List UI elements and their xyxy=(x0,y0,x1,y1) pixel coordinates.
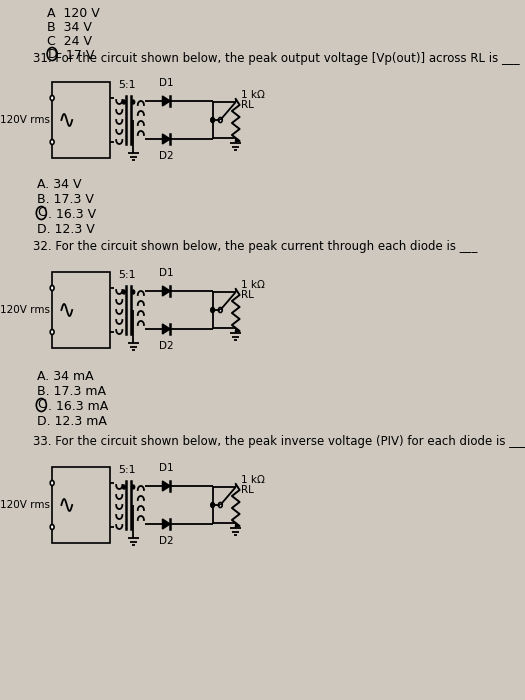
Circle shape xyxy=(122,290,125,294)
Circle shape xyxy=(211,118,215,122)
Text: RL: RL xyxy=(241,290,254,300)
Text: . 16.3 V: . 16.3 V xyxy=(47,208,96,221)
Circle shape xyxy=(50,330,54,335)
Text: 17 V: 17 V xyxy=(58,49,94,62)
Text: 32. For the circuit shown below, the peak current through each diode is ___: 32. For the circuit shown below, the pea… xyxy=(33,240,477,253)
Text: 1 kΩ: 1 kΩ xyxy=(241,90,265,100)
Circle shape xyxy=(50,286,54,290)
Text: C: C xyxy=(37,398,46,412)
Text: D. 12.3 V: D. 12.3 V xyxy=(37,223,94,236)
Circle shape xyxy=(122,485,125,489)
Text: A  120 V: A 120 V xyxy=(47,7,99,20)
Circle shape xyxy=(218,503,222,507)
Text: 31. For the circuit shown below, the peak output voltage [Vp(out)] across RL is : 31. For the circuit shown below, the pea… xyxy=(33,52,519,65)
Circle shape xyxy=(211,307,215,312)
Text: D2: D2 xyxy=(159,536,174,546)
Text: RL: RL xyxy=(241,100,254,110)
Circle shape xyxy=(211,503,215,507)
Polygon shape xyxy=(162,286,170,296)
Text: . 16.3 mA: . 16.3 mA xyxy=(47,400,108,413)
Circle shape xyxy=(132,485,135,489)
Bar xyxy=(52,467,110,543)
Text: D: D xyxy=(47,48,57,60)
Text: 1 kΩ: 1 kΩ xyxy=(241,280,265,290)
Text: B. 17.3 V: B. 17.3 V xyxy=(37,193,93,206)
Text: A. 34 mA: A. 34 mA xyxy=(37,370,93,383)
Text: C: C xyxy=(37,206,46,220)
Text: A. 34 V: A. 34 V xyxy=(37,178,81,191)
Polygon shape xyxy=(162,96,170,106)
Text: D1: D1 xyxy=(159,268,174,278)
Circle shape xyxy=(132,290,135,294)
Polygon shape xyxy=(162,481,170,491)
Text: D2: D2 xyxy=(159,341,174,351)
Circle shape xyxy=(50,480,54,486)
Bar xyxy=(52,82,110,158)
Circle shape xyxy=(122,100,125,104)
Text: 5:1: 5:1 xyxy=(118,465,135,475)
Bar xyxy=(52,272,110,348)
Text: 1 kΩ: 1 kΩ xyxy=(241,475,265,485)
Polygon shape xyxy=(162,519,170,529)
Text: C  24 V: C 24 V xyxy=(47,35,92,48)
Circle shape xyxy=(50,524,54,529)
Polygon shape xyxy=(162,324,170,334)
Text: D1: D1 xyxy=(159,463,174,473)
Text: D2: D2 xyxy=(159,151,174,161)
Circle shape xyxy=(50,139,54,144)
Text: 120V rms: 120V rms xyxy=(0,305,50,315)
Polygon shape xyxy=(162,134,170,144)
Circle shape xyxy=(218,118,222,122)
Text: 5:1: 5:1 xyxy=(118,270,135,280)
Text: 33. For the circuit shown below, the peak inverse voltage (PIV) for each diode i: 33. For the circuit shown below, the pea… xyxy=(33,435,525,448)
Text: RL: RL xyxy=(241,485,254,495)
Text: B. 17.3 mA: B. 17.3 mA xyxy=(37,385,106,398)
Text: B  34 V: B 34 V xyxy=(47,21,91,34)
Text: 120V rms: 120V rms xyxy=(0,115,50,125)
Text: 5:1: 5:1 xyxy=(118,80,135,90)
Text: D. 12.3 mA: D. 12.3 mA xyxy=(37,415,107,428)
Circle shape xyxy=(50,95,54,101)
Circle shape xyxy=(218,307,222,312)
Text: 120V rms: 120V rms xyxy=(0,500,50,510)
Text: D1: D1 xyxy=(159,78,174,88)
Circle shape xyxy=(132,100,135,104)
